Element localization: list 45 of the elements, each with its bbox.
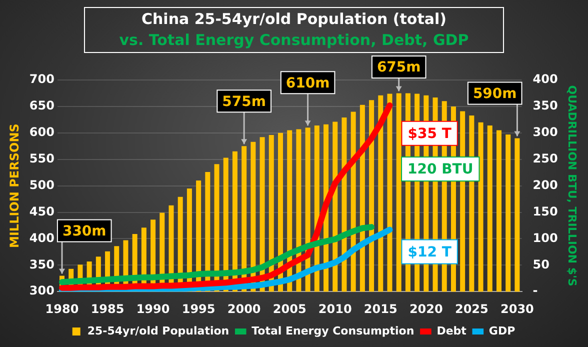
- x-tick-label: 2025: [454, 302, 488, 316]
- y-tick-label: 700: [29, 72, 54, 86]
- y-tick-label: 550: [29, 151, 54, 166]
- y2-tick-label: 100: [532, 230, 558, 245]
- x-tick-label: 1980: [45, 302, 79, 316]
- data-label: 575m: [222, 94, 266, 110]
- chart-subtitle: vs. Total Energy Consumption, Debt, GDP: [118, 30, 470, 51]
- y2-tick-label: 400: [532, 72, 558, 86]
- x-tick-label: 1995: [182, 302, 216, 316]
- chart-title: China 25-54yr/old Population (total): [140, 9, 448, 30]
- y2-axis-title: QUADRILLION BTU, TRILLION $'S: [566, 85, 579, 286]
- x-tick-label: 2010: [318, 302, 352, 316]
- y2-tick-label: 350: [532, 98, 558, 113]
- y2-tick-label: 250: [532, 151, 558, 166]
- x-tick-label: 2015: [364, 302, 398, 316]
- annotation: $35 T: [408, 126, 452, 142]
- x-tick-label: 2030: [500, 302, 534, 316]
- annotation: 120 BTU: [408, 162, 474, 178]
- y2-tick-label: 300: [532, 125, 558, 140]
- x-tick-label: 2020: [409, 302, 443, 316]
- x-tick-label: 2000: [227, 302, 261, 316]
- y-tick-label: 650: [29, 98, 54, 113]
- y-axis-title: MILLION PERSONS: [7, 124, 22, 248]
- y2-tick-label: -: [532, 284, 538, 298]
- y2-tick-label: 200: [532, 178, 558, 192]
- x-tick-label: 1990: [136, 302, 170, 316]
- data-label: 590m: [472, 86, 517, 102]
- y-tick-label: 300: [29, 284, 54, 298]
- y-tick-label: 600: [29, 125, 54, 140]
- x-tick-label: 1985: [90, 302, 124, 316]
- y-tick-label: 400: [29, 230, 54, 245]
- data-label: 610m: [286, 75, 330, 92]
- y-tick-label: 500: [29, 178, 54, 192]
- legend-label: Total Energy Consumption: [252, 324, 414, 338]
- y-tick-label: 450: [29, 204, 54, 218]
- legend-label: GDP: [488, 324, 516, 338]
- data-label: 675m: [376, 60, 421, 76]
- legend-label: 25-54yr/old Population: [87, 324, 230, 338]
- y-tick-label: 350: [29, 257, 54, 272]
- x-tick-label: 2005: [272, 302, 306, 316]
- y2-tick-label: 150: [532, 204, 558, 218]
- data-label: 330m: [62, 223, 106, 240]
- y2-tick-label: 50: [532, 257, 550, 272]
- legend-label: Debt: [436, 324, 466, 338]
- annotation: $12 T: [408, 244, 452, 260]
